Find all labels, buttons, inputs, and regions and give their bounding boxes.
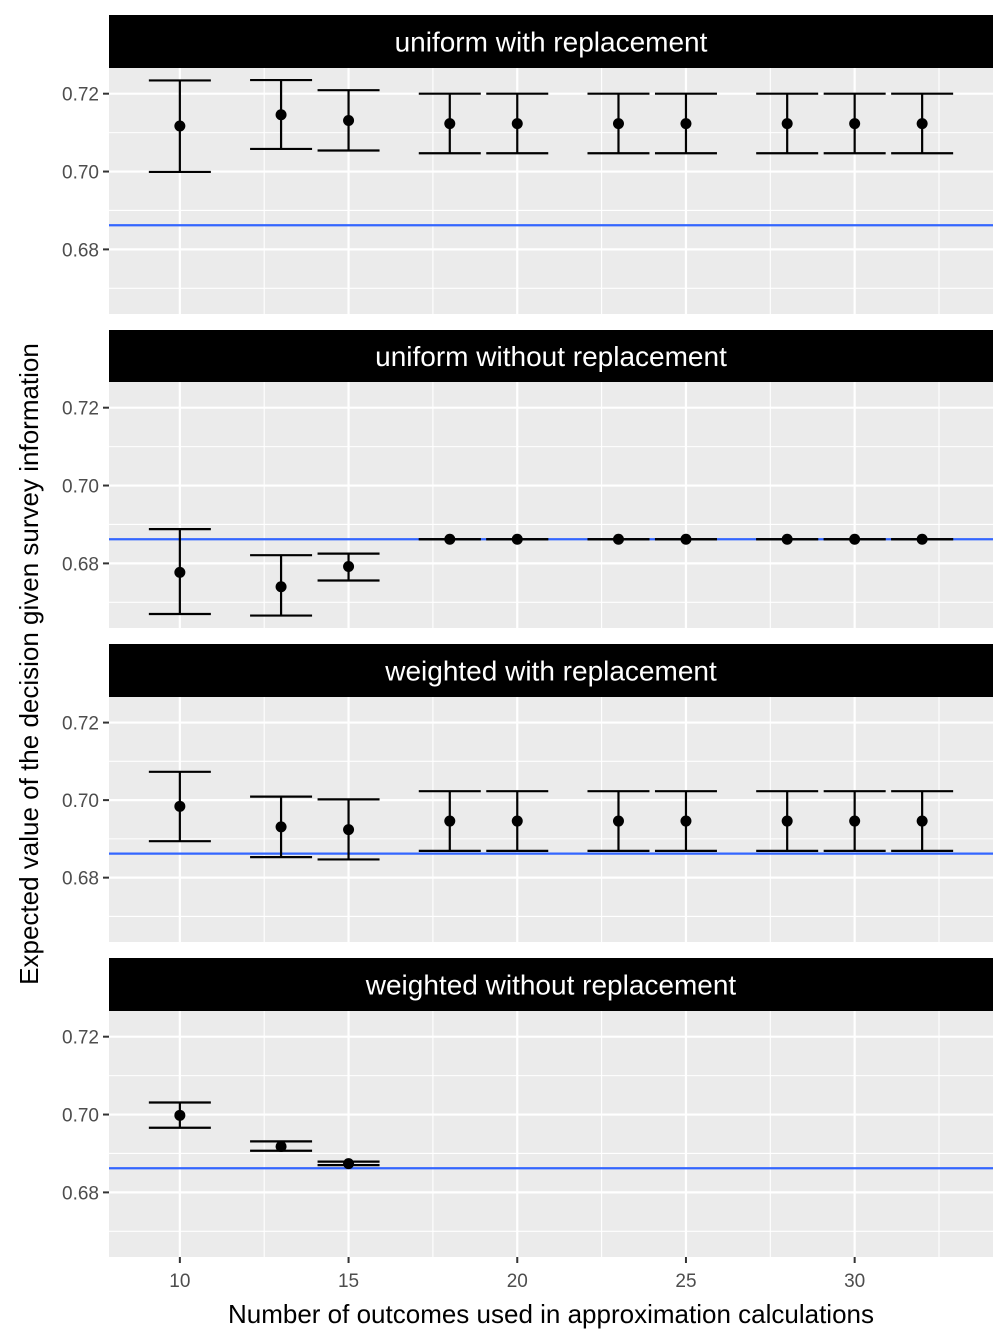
data-point xyxy=(174,120,186,132)
facet-3-y-tick-label: 0.68 xyxy=(62,869,99,890)
data-point xyxy=(849,118,861,130)
facet-3-strip xyxy=(109,644,993,697)
data-point xyxy=(275,581,287,593)
facet-1-strip xyxy=(109,15,993,68)
data-point xyxy=(612,815,624,827)
facet-1-y-tick-label: 0.68 xyxy=(62,240,99,261)
data-point xyxy=(511,533,523,545)
data-point xyxy=(849,815,861,827)
facet-4: 0.68 0.70 0.72 weighted without replacement xyxy=(62,958,993,1257)
facet-1: 0.68 0.70 0.72 uniform with replacement xyxy=(62,15,993,314)
facet-2-y-tick-label: 0.68 xyxy=(62,554,99,575)
data-point xyxy=(174,1109,186,1121)
x-tick-label: 30 xyxy=(844,1271,865,1292)
data-point xyxy=(781,118,793,130)
data-point xyxy=(680,815,692,827)
facet-2: 0.68 0.70 0.72 uniform without replacement xyxy=(62,330,993,628)
data-point xyxy=(174,800,186,812)
facet-4-strip xyxy=(109,958,993,1011)
facet-2-background xyxy=(109,382,993,628)
data-point xyxy=(916,815,928,827)
x-tick-label: 15 xyxy=(338,1271,359,1292)
data-point xyxy=(275,109,287,121)
data-point xyxy=(612,533,624,545)
data-point xyxy=(275,1140,287,1152)
facet-1-background xyxy=(109,68,993,314)
data-point xyxy=(511,118,523,130)
data-point xyxy=(849,533,861,545)
facet-2-strip xyxy=(109,330,993,382)
data-point xyxy=(343,824,355,836)
x-tick-label: 10 xyxy=(169,1271,190,1292)
data-point xyxy=(444,533,456,545)
facet-3-y-tick-label: 0.72 xyxy=(62,714,99,735)
facet-2-y-tick-label: 0.70 xyxy=(62,477,99,498)
facet-4-y-tick-label: 0.68 xyxy=(62,1183,99,1204)
facet-1-y-tick-label: 0.72 xyxy=(62,85,99,106)
facet-2-strip-label: uniform without replacement xyxy=(375,341,727,372)
facet-3-y-tick-label: 0.70 xyxy=(62,791,99,812)
facet-4-y-tick-label: 0.70 xyxy=(62,1106,99,1127)
data-point xyxy=(275,821,287,833)
facet-1-y-tick-label: 0.70 xyxy=(62,163,99,184)
facet-3-background xyxy=(109,697,993,942)
data-point xyxy=(343,1158,355,1170)
facet-4-background xyxy=(109,1011,993,1257)
data-point xyxy=(174,566,186,578)
facet-4-y-tick-label: 0.72 xyxy=(62,1028,99,1049)
data-point xyxy=(343,561,355,572)
x-tick-label: 25 xyxy=(675,1271,696,1292)
facet-3: 0.68 0.70 0.72 weighted with replacement xyxy=(62,644,993,942)
data-point xyxy=(444,815,456,827)
facet-2-y-tick-label: 0.72 xyxy=(62,399,99,420)
facet-3-strip-label: weighted with replacement xyxy=(384,656,717,687)
data-point xyxy=(612,118,624,130)
x-tick-label: 20 xyxy=(507,1271,528,1292)
data-point xyxy=(916,118,928,130)
data-point xyxy=(781,533,793,545)
data-point xyxy=(680,533,692,545)
y-axis-title: Expected value of the decision given sur… xyxy=(14,343,44,985)
facet-1-strip-label: uniform with replacement xyxy=(395,27,708,58)
x-axis-title: Number of outcomes used in approximation… xyxy=(228,1299,874,1329)
data-point xyxy=(916,533,928,545)
data-point xyxy=(680,118,692,130)
data-point xyxy=(511,815,523,827)
data-point xyxy=(444,118,456,130)
data-point xyxy=(781,815,793,827)
data-point xyxy=(343,115,355,127)
facet-4-strip-label: weighted without replacement xyxy=(365,970,737,1001)
